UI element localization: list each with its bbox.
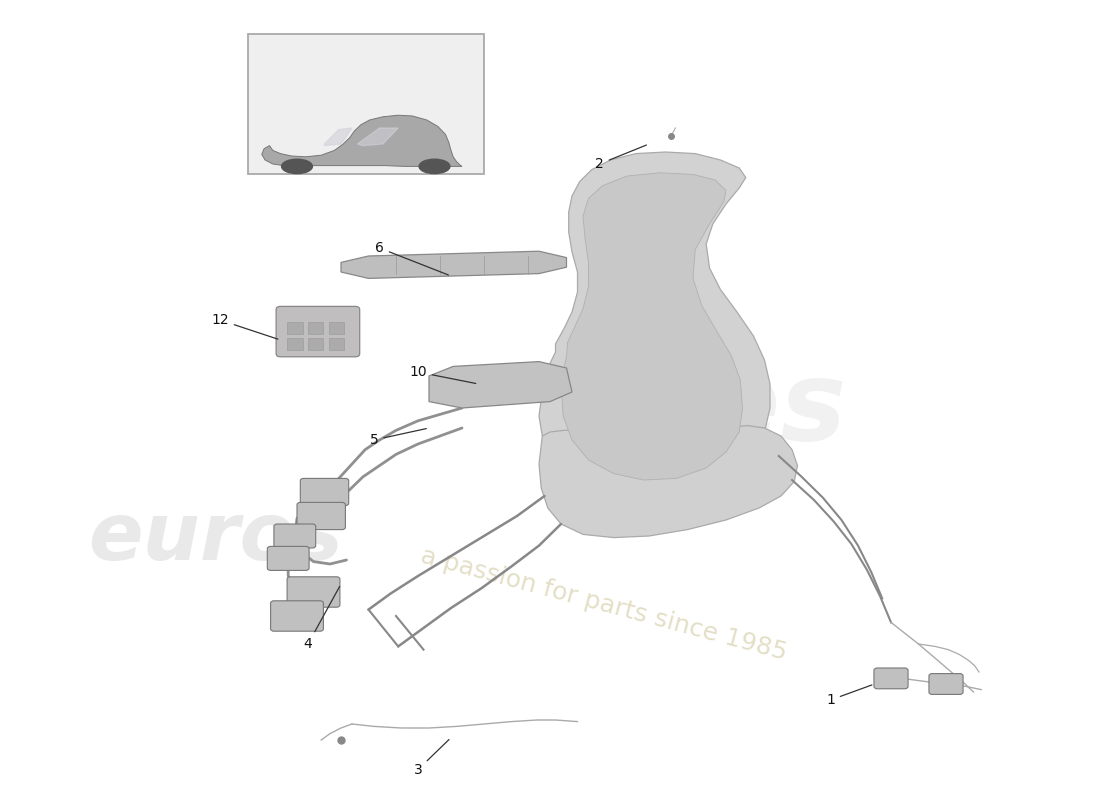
Text: 6: 6 <box>375 241 449 275</box>
Polygon shape <box>324 128 352 146</box>
FancyBboxPatch shape <box>300 478 349 506</box>
FancyBboxPatch shape <box>297 502 345 530</box>
Bar <box>287 322 303 334</box>
FancyBboxPatch shape <box>276 306 360 357</box>
Polygon shape <box>539 152 770 494</box>
FancyBboxPatch shape <box>271 601 323 631</box>
Bar <box>287 338 303 350</box>
Bar <box>329 322 344 334</box>
FancyBboxPatch shape <box>267 546 309 570</box>
FancyBboxPatch shape <box>274 524 316 548</box>
Bar <box>308 338 323 350</box>
Ellipse shape <box>419 159 450 174</box>
FancyBboxPatch shape <box>928 674 964 694</box>
Text: 1: 1 <box>826 685 872 707</box>
Bar <box>329 338 344 350</box>
Text: 5: 5 <box>370 429 427 447</box>
Text: 3: 3 <box>414 739 449 777</box>
Polygon shape <box>429 362 572 408</box>
Text: 4: 4 <box>304 586 340 651</box>
Polygon shape <box>561 173 742 480</box>
Text: euros: euros <box>88 499 343 577</box>
Text: 12: 12 <box>211 313 278 339</box>
Text: 10: 10 <box>409 365 476 383</box>
Text: a passion for parts since 1985: a passion for parts since 1985 <box>418 544 790 665</box>
Text: 2: 2 <box>595 145 647 171</box>
Polygon shape <box>341 251 566 278</box>
Bar <box>308 322 323 334</box>
Text: nres: nres <box>572 356 847 463</box>
FancyBboxPatch shape <box>874 668 909 689</box>
Polygon shape <box>358 128 398 146</box>
Bar <box>248 34 484 174</box>
Polygon shape <box>262 115 462 166</box>
Polygon shape <box>539 426 798 538</box>
Ellipse shape <box>282 159 312 174</box>
FancyBboxPatch shape <box>287 577 340 607</box>
